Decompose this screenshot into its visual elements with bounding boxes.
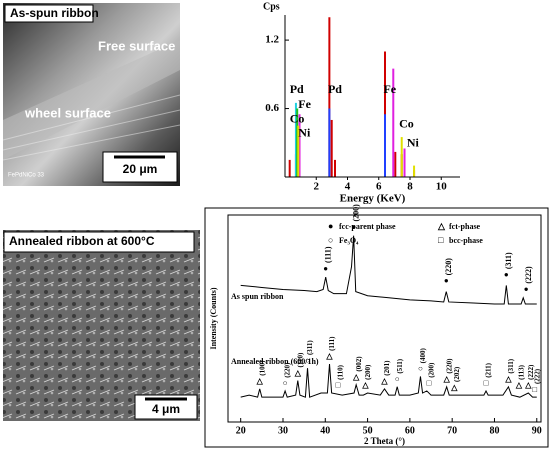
peak-label: (111) [328,336,336,351]
peak-marker: △ [294,368,302,377]
scale-bar-label: 4 μm [152,402,180,416]
sem-image-as-spun: As-spun ribbon Free surface wheel surfac… [2,3,181,186]
peak-label: (201) [383,360,391,376]
peak-label: (113) [518,364,526,379]
legend-marker: ○ [328,235,333,245]
peak-label: (222) [524,266,533,284]
x-tick-label: 4 [345,181,351,193]
peak-label: (100) [258,360,266,376]
peak-marker: ○ [283,379,288,388]
peak-label: (110) [337,364,345,379]
xrd-trace [240,364,537,398]
y-axis-label: Intensity (Counts) [209,287,218,349]
x-tick-label: 20 [236,425,246,436]
peak-marker: ● [444,276,449,285]
peak-marker: △ [352,372,360,381]
annotation: Free surface [98,38,175,53]
peak-marker: ○ [418,364,423,373]
peak-label: (200) [351,204,360,222]
peak-marker: △ [380,377,388,386]
peak-marker: △ [515,381,523,390]
y-tick-label: 1.2 [265,34,279,46]
x-tick-label: 2 [314,181,320,193]
peak-label: (220) [445,358,453,374]
x-tick-label: 10 [436,181,448,193]
x-tick-label: 90 [532,425,542,436]
peak-marker: ● [504,270,509,279]
panel-label: Annealed ribbon at 600°C [9,234,155,248]
peak-marker: ● [524,284,529,293]
sem-image-annealed: Annealed ribbon at 600°C 4 μm [3,230,200,421]
peak-label: (311) [507,358,515,373]
scale-bar-label: 20 μm [123,162,158,176]
peak-label: Co [290,112,305,126]
x-tick-label: 50 [363,425,373,436]
peak-marker: ● [351,222,356,231]
x-tick-label: 70 [447,425,457,436]
peak-marker: ● [323,264,328,273]
legend-marker: ● [328,221,333,231]
peak-label: (200) [428,362,436,378]
peak-label: (311) [504,252,513,269]
peak-label: Pd [328,82,342,96]
x-tick-label: 30 [278,425,288,436]
peak-label: Ni [298,125,311,139]
trace-label: Annealed ribbon (600/1h) [231,357,319,366]
peak-marker: □ [484,379,489,388]
peak-marker: △ [256,377,264,386]
xrd-trace [240,235,537,305]
peak-label: (002) [355,356,363,372]
x-axis-label: 2 Theta (°) [364,436,405,446]
x-tick-label: 6 [376,181,382,193]
peak-label: (222) [527,364,535,380]
peak-marker: □ [426,379,431,388]
peak-label: (211) [485,362,493,377]
peak-marker: △ [361,381,369,390]
peak-label: (311) [306,340,314,355]
y-axis-label: Cps [263,1,280,12]
peak-marker: △ [504,374,512,383]
panel-label: As-spun ribbon [10,6,99,20]
peak-label: (110) [296,352,304,367]
peak-label: Fe [383,82,396,96]
peak-marker: ○ [395,374,400,383]
peak-label: (220) [284,362,292,378]
x-axis-label: Energy (KeV) [340,193,406,205]
xrd-frame [204,207,549,448]
x-tick-label: 8 [407,181,413,193]
x-tick-label: 40 [320,425,330,436]
peak-marker: △ [325,352,333,361]
peak-marker: △ [450,383,458,392]
legend-label: fct-phase [449,222,481,231]
peak-label: (400) [419,347,427,363]
peak-label: Fe [298,97,311,111]
x-tick-label: 60 [405,425,415,436]
trace-label: As spun ribbon [231,292,284,301]
sample-id: FePdNiCo 33 [8,173,45,179]
peak-label: (202) [453,366,461,382]
peak-label: Co [399,116,414,130]
plot-frame [227,214,542,423]
x-tick-label: 80 [489,425,499,436]
legend-marker: □ [438,235,444,245]
annotation: wheel surface [24,105,111,120]
peak-marker: □ [532,385,537,394]
legend-label: Fe₃O₄ [339,236,359,245]
peak-marker: □ [336,381,341,390]
peak-marker: ○ [305,356,310,365]
peak-label: (222) [533,368,541,384]
peak-marker: △ [443,374,451,383]
peak-label: (200) [364,364,372,380]
peak-label: (111) [324,246,333,263]
peak-marker: △ [524,381,532,390]
legend-label: fcc-parent phase [339,222,396,231]
y-tick-label: 0.6 [265,102,279,114]
peak-label: Ni [407,136,420,150]
peak-label: (511) [396,358,404,373]
legend-label: bcc-phase [449,236,483,245]
peak-label: (220) [444,258,453,276]
legend-marker: △ [437,221,446,231]
peak-label: Pd [290,82,304,96]
